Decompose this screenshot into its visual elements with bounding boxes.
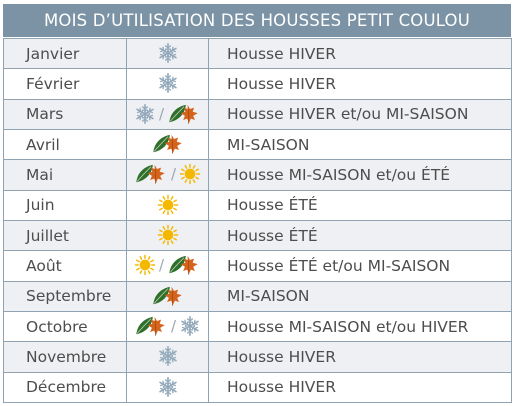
month-cell: Janvier: [3, 37, 127, 70]
season-icons-cell: /: [126, 250, 209, 282]
table-row: Septembre MI-SAISON: [3, 280, 512, 312]
table-row: Mai / Housse MI-SAISON et/ou ÉTÉ: [3, 159, 512, 191]
month-cell: Mai: [3, 159, 127, 191]
season-icons-cell: [126, 280, 209, 312]
season-icons-cell: /: [126, 159, 209, 191]
autumn-leaves-icon: [134, 315, 168, 337]
table-row: Juillet Housse ÉTÉ: [3, 219, 512, 252]
table-row: Mars / Housse HIVER et/ou MI-SAISON: [3, 98, 512, 130]
cover-type-cell: Housse HIVER: [208, 341, 512, 373]
season-icons-cell: [126, 341, 209, 373]
table-title: MOIS D’UTILISATION DES HOUSSES PETIT COU…: [3, 4, 511, 37]
table-row: Août / Housse ÉTÉ et/ou MI-SAISON: [3, 250, 512, 282]
month-cell: Juin: [3, 189, 127, 221]
cover-type-cell: MI-SAISON: [208, 280, 512, 312]
month-cell: Octobre: [3, 310, 127, 343]
sun-icon: [157, 224, 179, 246]
cover-type-cell: Housse HIVER et/ou MI-SAISON: [208, 98, 512, 130]
cover-type-cell: Housse ÉTÉ: [208, 189, 512, 221]
table-row: Janvier Housse HIVER: [3, 37, 512, 70]
table-row: Février Housse HIVER: [3, 68, 512, 100]
table-row: Décembre Housse HIVER: [3, 371, 512, 404]
season-icons-cell: [126, 371, 209, 404]
table-row: Avril MI-SAISON: [3, 128, 512, 161]
cover-type-cell: Housse HIVER: [208, 68, 512, 100]
month-cell: Décembre: [3, 371, 127, 404]
month-cell: Novembre: [3, 341, 127, 373]
autumn-leaves-icon: [151, 133, 185, 155]
table-row: Juin Housse ÉTÉ: [3, 189, 512, 221]
autumn-leaves-icon: [167, 254, 201, 276]
month-cell: Juillet: [3, 219, 127, 252]
season-icons-cell: [126, 68, 209, 100]
slash-separator: /: [158, 104, 165, 123]
snowflake-icon: [134, 103, 156, 125]
sun-icon: [179, 163, 201, 185]
cover-type-cell: Housse HIVER: [208, 37, 512, 70]
autumn-leaves-icon: [134, 163, 168, 185]
season-icons-cell: [126, 189, 209, 221]
cover-type-cell: Housse MI-SAISON et/ou ÉTÉ: [208, 159, 512, 191]
month-cell: Février: [3, 68, 127, 100]
cover-type-cell: Housse HIVER: [208, 371, 512, 404]
month-cell: Mars: [3, 98, 127, 130]
season-icons-cell: [126, 37, 209, 70]
slash-separator: /: [170, 165, 177, 184]
cover-type-cell: Housse MI-SAISON et/ou HIVER: [208, 310, 512, 343]
cover-type-cell: Housse ÉTÉ: [208, 219, 512, 252]
autumn-leaves-icon: [151, 285, 185, 307]
table-row: Novembre Housse HIVER: [3, 341, 512, 373]
months-table: Janvier Housse HIVER Février Housse HIVER Ma…: [3, 37, 512, 404]
season-icons-cell: [126, 128, 209, 161]
slash-separator: /: [170, 317, 177, 336]
snowflake-icon: [157, 376, 179, 398]
snowflake-icon: [157, 42, 179, 64]
slash-separator: /: [158, 256, 165, 275]
month-cell: Août: [3, 250, 127, 282]
season-icons-cell: /: [126, 98, 209, 130]
autumn-leaves-icon: [167, 103, 201, 125]
table-row: Octobre / Housse MI-SAISON et/ou HIVER: [3, 310, 512, 343]
month-cell: Avril: [3, 128, 127, 161]
sun-icon: [157, 194, 179, 216]
season-icons-cell: [126, 219, 209, 252]
month-cell: Septembre: [3, 280, 127, 312]
snowflake-icon: [179, 315, 201, 337]
cover-type-cell: Housse ÉTÉ et/ou MI-SAISON: [208, 250, 512, 282]
snowflake-icon: [157, 72, 179, 94]
season-icons-cell: /: [126, 310, 209, 343]
snowflake-icon: [157, 345, 179, 367]
cover-type-cell: MI-SAISON: [208, 128, 512, 161]
sun-icon: [134, 254, 156, 276]
